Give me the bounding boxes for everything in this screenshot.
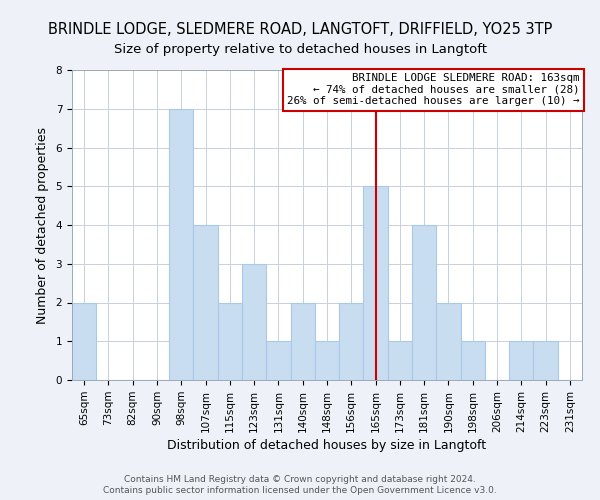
X-axis label: Distribution of detached houses by size in Langtoft: Distribution of detached houses by size … <box>167 439 487 452</box>
Text: Contains HM Land Registry data © Crown copyright and database right 2024.: Contains HM Land Registry data © Crown c… <box>124 475 476 484</box>
Bar <box>290 302 315 380</box>
Text: Contains public sector information licensed under the Open Government Licence v3: Contains public sector information licen… <box>103 486 497 495</box>
Text: BRINDLE LODGE SLEDMERE ROAD: 163sqm
← 74% of detached houses are smaller (28)
26: BRINDLE LODGE SLEDMERE ROAD: 163sqm ← 74… <box>287 73 580 106</box>
Bar <box>364 186 388 380</box>
Bar <box>436 302 461 380</box>
Bar <box>266 341 290 380</box>
Bar <box>242 264 266 380</box>
Bar <box>412 225 436 380</box>
Bar <box>169 109 193 380</box>
Bar <box>193 225 218 380</box>
Text: Size of property relative to detached houses in Langtoft: Size of property relative to detached ho… <box>113 42 487 56</box>
Bar <box>388 341 412 380</box>
Bar <box>461 341 485 380</box>
Bar <box>533 341 558 380</box>
Text: BRINDLE LODGE, SLEDMERE ROAD, LANGTOFT, DRIFFIELD, YO25 3TP: BRINDLE LODGE, SLEDMERE ROAD, LANGTOFT, … <box>48 22 552 38</box>
Bar <box>339 302 364 380</box>
Bar <box>218 302 242 380</box>
Bar <box>72 302 96 380</box>
Y-axis label: Number of detached properties: Number of detached properties <box>36 126 49 324</box>
Bar <box>509 341 533 380</box>
Bar <box>315 341 339 380</box>
